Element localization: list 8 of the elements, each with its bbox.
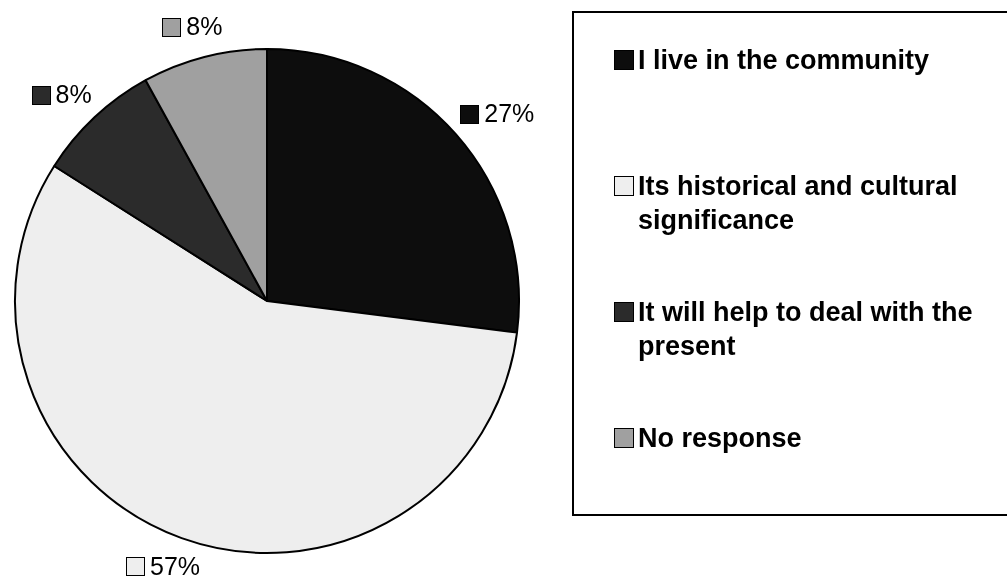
data-label: 27% — [484, 99, 535, 128]
legend-label: I live in the community — [638, 44, 931, 77]
legend-label: It will help to deal with the present — [638, 296, 974, 363]
data-label: 57% — [149, 551, 201, 580]
data-label: 8% — [186, 12, 223, 41]
legend-label: No response — [638, 422, 803, 455]
data-label: 8% — [55, 79, 92, 108]
legend-label: Its historical and cultural significance — [638, 170, 959, 237]
